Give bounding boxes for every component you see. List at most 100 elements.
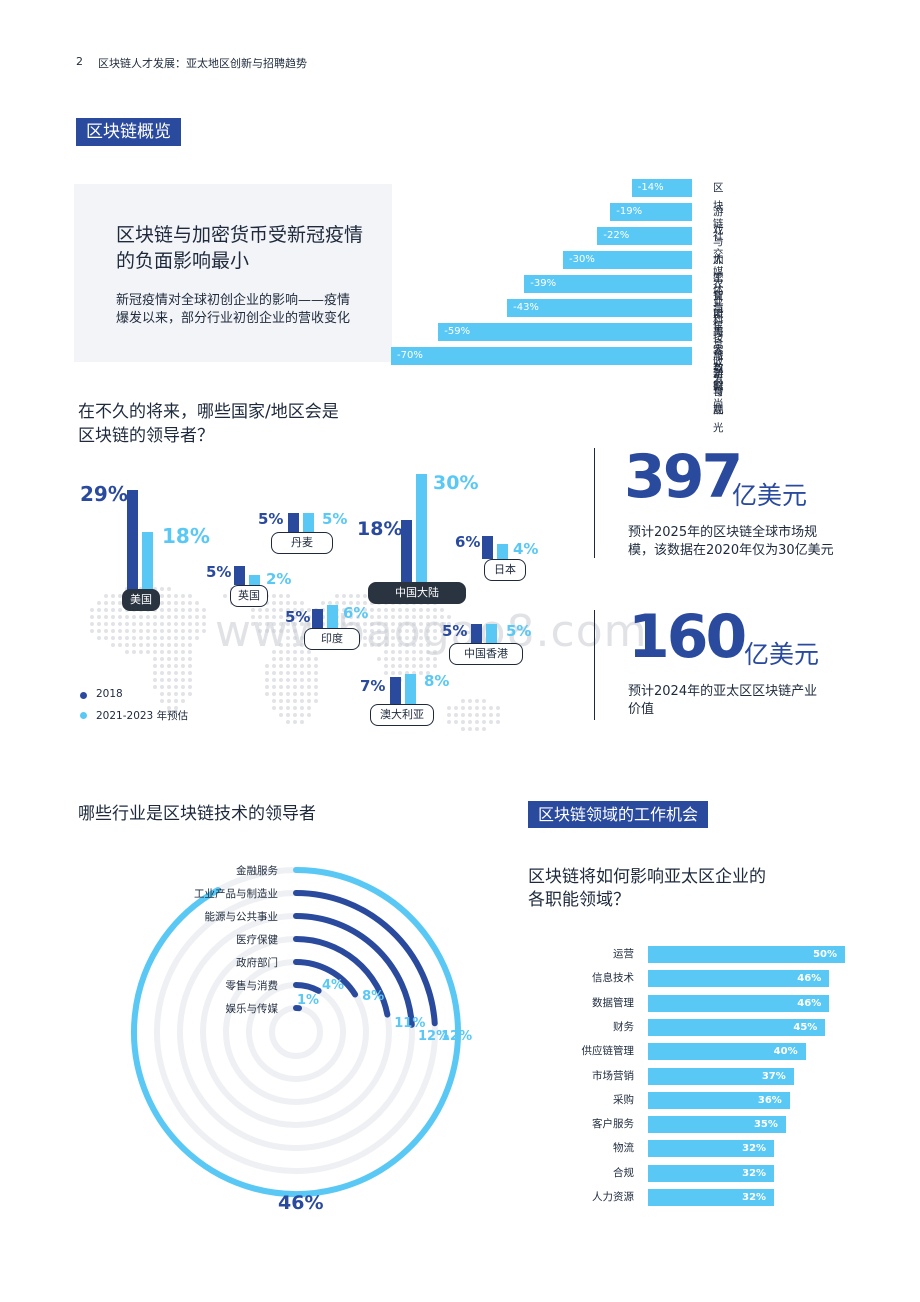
map-dot bbox=[419, 629, 423, 633]
map-dot bbox=[377, 622, 381, 626]
map-dot bbox=[160, 685, 164, 689]
map-dot bbox=[293, 664, 297, 668]
map-dot bbox=[160, 629, 164, 633]
map-dot bbox=[181, 699, 185, 703]
map-dot bbox=[202, 608, 206, 612]
map-dot bbox=[90, 622, 94, 626]
map-dot bbox=[160, 643, 164, 647]
map-dot bbox=[482, 727, 486, 731]
leaders-region-label: 中国大陆 bbox=[368, 582, 466, 604]
leaders-region-label: 澳大利亚 bbox=[370, 704, 434, 726]
legend-dot-forecast bbox=[80, 712, 87, 719]
map-dot bbox=[412, 608, 416, 612]
jobs-bar-value: 46% bbox=[797, 973, 822, 985]
map-dot bbox=[349, 608, 353, 612]
radial-track bbox=[269, 1005, 323, 1059]
map-dot bbox=[223, 594, 227, 598]
map-dot bbox=[398, 657, 402, 661]
map-dot bbox=[104, 608, 108, 612]
stat-unit-1: 亿美元 bbox=[732, 481, 808, 510]
map-dot bbox=[174, 615, 178, 619]
revenue-category-label: 人工智能与大数据 bbox=[713, 254, 724, 392]
radial-arc bbox=[293, 959, 359, 998]
map-dot bbox=[405, 643, 409, 647]
map-dot bbox=[118, 643, 122, 647]
revenue-bar-value: -43% bbox=[513, 302, 539, 313]
map-dot bbox=[426, 664, 430, 668]
map-dot bbox=[391, 671, 395, 675]
map-dot bbox=[286, 692, 290, 696]
map-dot bbox=[307, 664, 311, 668]
leaders-question-line2: 区块链的领导者？ bbox=[78, 426, 214, 446]
map-dot bbox=[153, 657, 157, 661]
overview-desc-line1: 新冠疫情对全球初创企业的影响——疫情 bbox=[116, 293, 351, 308]
map-dot bbox=[440, 615, 444, 619]
map-dot bbox=[272, 594, 276, 598]
map-dot bbox=[272, 650, 276, 654]
map-dot bbox=[286, 629, 290, 633]
jobs-bar-value: 32% bbox=[742, 1167, 767, 1179]
map-dot bbox=[279, 685, 283, 689]
map-dot bbox=[272, 671, 276, 675]
jobs-bar-value: 36% bbox=[757, 1094, 782, 1106]
map-dot bbox=[125, 615, 129, 619]
map-dot bbox=[440, 608, 444, 612]
map-dot bbox=[405, 615, 409, 619]
map-dot bbox=[286, 685, 290, 689]
map-dot bbox=[454, 706, 458, 710]
map-dot bbox=[461, 706, 465, 710]
revenue-category-label: 社交媒体与信息收发 bbox=[713, 230, 724, 386]
map-dot bbox=[300, 713, 304, 717]
map-dot bbox=[307, 685, 311, 689]
jobs-category-label: 财务 bbox=[613, 1020, 634, 1033]
map-dot bbox=[265, 615, 269, 619]
leaders-value-forecast: 18% bbox=[162, 524, 210, 548]
stat-desc-2-line1: 预计2024年的亚太区区块链产业 bbox=[628, 684, 818, 699]
map-dot bbox=[405, 657, 409, 661]
map-dot bbox=[265, 608, 269, 612]
map-dot bbox=[272, 657, 276, 661]
map-dot bbox=[307, 671, 311, 675]
map-dot bbox=[307, 622, 311, 626]
map-dot bbox=[419, 615, 423, 619]
jobs-bar: 32% bbox=[648, 1189, 775, 1206]
revenue-bar-value: -19% bbox=[616, 206, 643, 217]
map-dot bbox=[293, 622, 297, 626]
map-dot bbox=[496, 706, 500, 710]
map-dot bbox=[475, 727, 479, 731]
map-dot bbox=[307, 650, 311, 654]
map-dot bbox=[398, 643, 402, 647]
map-dot bbox=[153, 643, 157, 647]
map-dot bbox=[167, 657, 171, 661]
map-dot bbox=[482, 713, 486, 717]
map-dot bbox=[447, 615, 451, 619]
jobs-bar: 35% bbox=[648, 1116, 786, 1134]
map-dot bbox=[90, 608, 94, 612]
map-dot bbox=[118, 601, 122, 605]
jobs-category-label: 供应链管理 bbox=[581, 1045, 635, 1058]
radial-category-label: 政府部门 bbox=[236, 957, 278, 969]
stat-divider-1 bbox=[594, 448, 595, 558]
radial-category-label: 娱乐与传媒 bbox=[225, 1003, 279, 1015]
map-dot bbox=[160, 671, 164, 675]
map-dot bbox=[342, 608, 346, 612]
map-dot bbox=[132, 615, 136, 619]
legend-dot-2018 bbox=[80, 692, 87, 699]
map-dot bbox=[160, 650, 164, 654]
map-dot bbox=[286, 643, 290, 647]
map-dot bbox=[279, 622, 283, 626]
map-dot bbox=[97, 636, 101, 640]
map-dot bbox=[286, 594, 290, 598]
map-dot bbox=[279, 664, 283, 668]
map-dot bbox=[419, 622, 423, 626]
map-dot bbox=[139, 615, 143, 619]
map-dot bbox=[118, 629, 122, 633]
revenue-bar: -30% bbox=[563, 251, 692, 269]
map-dot bbox=[265, 692, 269, 696]
map-dot bbox=[111, 629, 115, 633]
radial-value-label: 12% bbox=[417, 1028, 450, 1044]
radial-value-label: 1% bbox=[296, 992, 320, 1008]
map-dot bbox=[398, 664, 402, 668]
map-dot bbox=[279, 657, 283, 661]
